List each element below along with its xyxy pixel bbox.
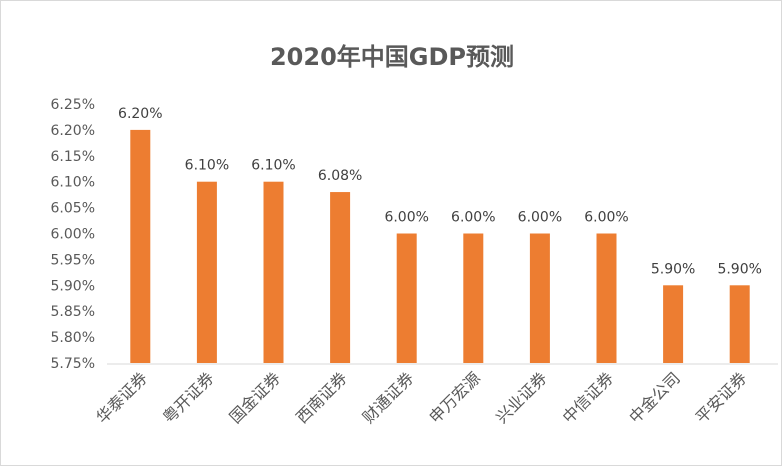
y-tick-label: 5.85%	[51, 304, 95, 320]
bar	[463, 233, 484, 363]
x-tick-label: 兴业证券	[492, 368, 551, 427]
x-tick-label: 国金证券	[226, 368, 285, 427]
bar	[130, 129, 151, 363]
x-tick-label: 华泰证券	[92, 368, 151, 427]
x-tick-label: 财通证券	[359, 368, 418, 427]
data-label: 6.00%	[451, 210, 495, 226]
data-label: 6.00%	[584, 210, 628, 226]
bar	[196, 181, 217, 363]
y-tick-label: 5.75%	[51, 356, 95, 372]
y-tick-label: 6.25%	[51, 97, 95, 113]
x-tick-label: 西南证券	[292, 368, 351, 427]
y-tick-label: 5.95%	[51, 252, 95, 268]
y-tick-label: 6.05%	[51, 201, 95, 217]
data-label: 6.10%	[251, 158, 295, 174]
bar	[330, 192, 351, 363]
bar	[663, 285, 684, 363]
x-tick-label: 粤开证券	[159, 368, 218, 427]
x-tick-label: 申万宏源	[425, 368, 484, 427]
x-tick-label: 中信证券	[559, 368, 618, 427]
data-label: 5.90%	[651, 261, 695, 277]
data-label: 6.00%	[384, 210, 428, 226]
bar	[729, 285, 750, 363]
data-label: 6.08%	[318, 168, 362, 184]
bar	[529, 233, 550, 363]
y-tick-label: 5.90%	[51, 278, 95, 294]
bar	[596, 233, 617, 363]
bar	[396, 233, 417, 363]
y-tick-label: 6.10%	[51, 175, 95, 191]
x-tick-label: 平安证券	[692, 368, 751, 427]
data-label: 6.00%	[518, 210, 562, 226]
y-tick-label: 5.80%	[51, 330, 95, 346]
y-tick-label: 6.20%	[51, 123, 95, 139]
bar	[263, 181, 284, 363]
chart-title: 2020年中国GDP预测	[269, 43, 514, 71]
y-tick-label: 6.15%	[51, 149, 95, 165]
data-label: 5.90%	[717, 261, 761, 277]
data-label: 6.10%	[185, 158, 229, 174]
x-tick-label: 中金公司	[625, 368, 684, 427]
y-tick-label: 6.00%	[51, 227, 95, 243]
data-label: 6.20%	[118, 106, 162, 122]
